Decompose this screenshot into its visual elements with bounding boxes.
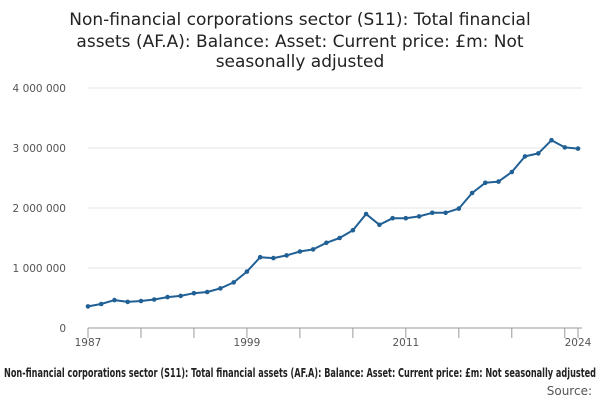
data-point [443,210,448,216]
x-tick-label: 1999 [234,337,261,349]
data-point [151,297,157,302]
data-point [310,247,316,252]
data-point [536,151,541,156]
y-tick-label: 4 000 000 [13,83,66,95]
y-tick-label: 3 000 000 [13,143,66,155]
data-point [98,301,104,307]
data-point [522,154,528,159]
data-point [218,286,223,291]
data-point [324,240,329,246]
chart-title-line-1: Non-financial corporations sector (S11):… [69,10,530,30]
data-point [125,299,130,305]
chart-title-line-3: seasonally adjusted [216,52,385,72]
data-point [390,215,395,221]
series-total-financial-assets [85,137,581,309]
data-point [284,253,289,258]
data-point [178,293,183,299]
y-tick-label: 2 000 000 [13,203,66,215]
data-point [85,304,91,309]
chart-title-line-2: assets (AF.A): Balance: Asset: Current p… [76,32,523,52]
data-point [337,235,342,241]
y-tick-label: 0 [59,323,66,335]
x-tick-label: 2011 [392,337,419,349]
data-point [416,214,422,219]
x-tick-label: 2024 [565,337,592,349]
x-tick-label: 1987 [75,337,102,349]
data-point [231,280,236,285]
y-axis: 0 1 000 000 2 000 000 3 000 000 4 000 000 [13,83,66,335]
data-point [483,180,488,186]
data-point [549,137,554,143]
data-point [496,179,501,184]
data-point [297,249,303,254]
data-point [377,222,382,228]
y-gridlines [88,87,582,269]
data-point [430,210,435,216]
data-point [271,255,276,261]
data-point [257,254,263,260]
data-point [204,289,210,295]
series-line [87,139,579,308]
data-point [575,146,581,151]
data-point [138,298,144,304]
data-point [403,215,409,221]
data-point [112,297,117,303]
data-point [363,211,369,217]
chart-title: Non-financial corporations sector (S11):… [69,10,530,72]
data-point [562,145,568,150]
data-point [244,269,250,274]
data-point [191,290,197,296]
legend-label: Non-financial corporations sector (S11):… [4,366,596,380]
data-point [165,294,170,300]
x-axis: 1987 1999 2011 2024 [75,327,592,349]
data-point [509,169,515,175]
data-point [350,227,356,233]
y-tick-label: 1 000 000 [13,263,66,275]
data-point [469,190,475,196]
data-point [456,206,462,211]
source-label: Source: [547,384,592,398]
